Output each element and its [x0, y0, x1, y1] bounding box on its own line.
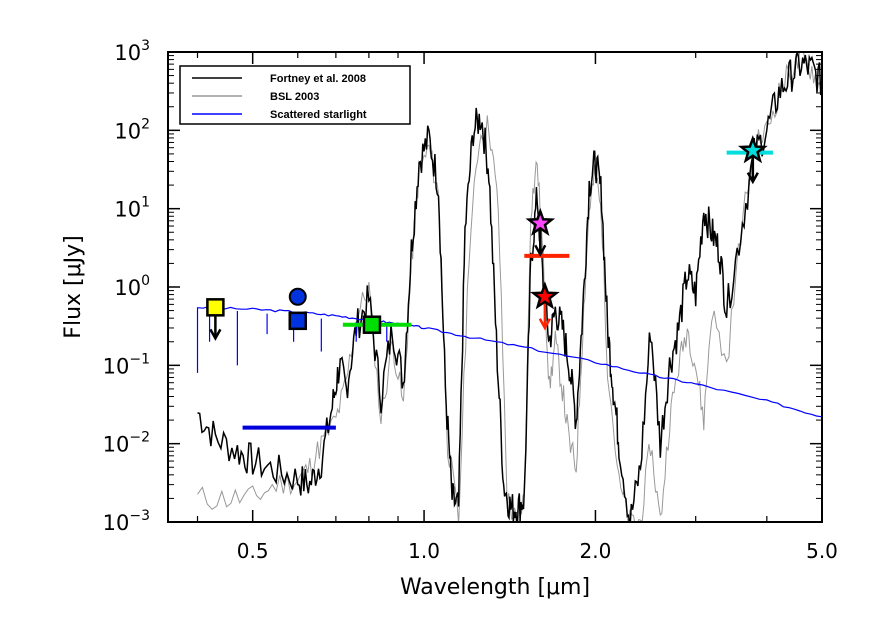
- photometry-star-marker: [530, 281, 560, 310]
- upper-limit-arrowhead: [746, 172, 759, 185]
- legend-label-fortney: Fortney et al. 2008: [270, 73, 366, 85]
- y-tick-label: 100: [114, 273, 150, 300]
- y-tick-label: 103: [114, 38, 150, 65]
- band-limits-layer: [242, 150, 773, 430]
- y-tick-label: 10−2: [103, 430, 150, 457]
- photometry-square-marker: [206, 298, 225, 317]
- x-tick-label: 1.0: [408, 539, 440, 563]
- upper-limit-arrowhead: [209, 328, 222, 341]
- photometry-layer: [206, 135, 768, 341]
- y-tick-label: 102: [114, 116, 150, 143]
- x-tick-label: 5.0: [806, 539, 838, 563]
- photometry-star-marker: [525, 207, 556, 236]
- x-tick-label: 2.0: [580, 539, 612, 563]
- legend: Fortney et al. 2008 BSL 2003 Scattered s…: [179, 65, 411, 125]
- plot-frame: [167, 51, 823, 523]
- x-tick-label: 0.5: [237, 539, 269, 563]
- photometry-star-marker: [737, 135, 768, 164]
- upper-limit-arrowhead: [534, 244, 547, 257]
- legend-label-bsl: BSL 2003: [270, 91, 319, 103]
- y-tick-label: 101: [114, 195, 150, 222]
- y-tick-label: 10−3: [103, 508, 150, 535]
- photometry-circle-marker: [288, 287, 307, 306]
- legend-label-starlight: Scattered starlight: [270, 109, 367, 121]
- photometry-square-marker: [288, 311, 308, 331]
- y-tick-labels: 10−3 10−2 10−1 100 101 102 103: [103, 38, 150, 535]
- y-tick-label: 10−1: [103, 351, 150, 378]
- x-tick-labels: 0.5 1.0 2.0 5.0: [237, 539, 838, 563]
- x-axis-label: Wavelength [μm]: [400, 575, 590, 600]
- upper-limit-arrowhead: [538, 318, 551, 331]
- photometry-square-marker: [362, 315, 382, 334]
- y-axis-label: Flux [μJy]: [61, 235, 86, 338]
